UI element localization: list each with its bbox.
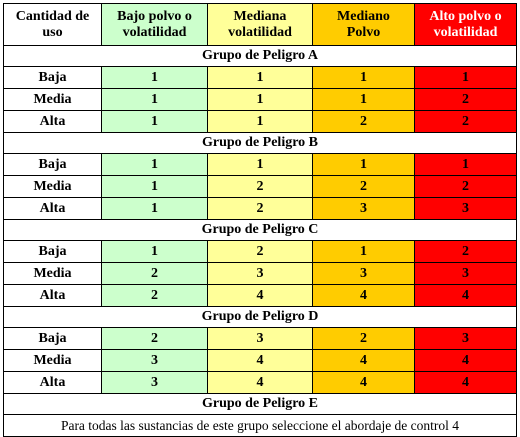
table-row: Baja 1 1 1 1: [3, 153, 517, 176]
table-row: Alta 1 2 3 3: [3, 197, 517, 220]
control-level-cell: 3: [414, 327, 517, 350]
usage-level-cell: Alta: [3, 110, 102, 133]
group-header-row-c: Grupo de Peligro C: [3, 219, 517, 241]
group-header-row-e: Grupo de Peligro E: [3, 393, 517, 415]
control-level-cell: 3: [207, 327, 313, 350]
table-row: Baja 1 2 1 2: [3, 240, 517, 263]
control-level-cell: 4: [312, 349, 415, 372]
control-level-cell: 3: [414, 262, 517, 285]
header-medium-dust: Mediano Polvo: [312, 3, 415, 46]
control-level-cell: 2: [414, 240, 517, 263]
risk-table-container: Cantidad de uso Bajo polvo o volatilidad…: [3, 3, 517, 437]
table-row: Media 2 3 3 3: [3, 262, 517, 285]
header-low-dust: Bajo polvo o volatilidad: [101, 3, 208, 46]
header-row: Cantidad de uso Bajo polvo o volatilidad…: [3, 3, 517, 46]
header-medium-volatility: Mediana volatilidad: [207, 3, 313, 46]
group-title: Grupo de Peligro E: [3, 393, 517, 415]
control-level-cell: 2: [414, 175, 517, 198]
group-e-note-row: Para todas las sustancias de este grupo …: [3, 414, 517, 437]
control-level-cell: 1: [101, 240, 208, 263]
control-level-cell: 1: [207, 110, 313, 133]
control-level-cell: 4: [414, 284, 517, 307]
control-level-cell: 3: [414, 197, 517, 220]
usage-level-cell: Baja: [3, 66, 102, 89]
usage-level-cell: Alta: [3, 371, 102, 394]
group-header-row-a: Grupo de Peligro A: [3, 45, 517, 67]
control-level-cell: 3: [207, 262, 313, 285]
control-level-cell: 2: [101, 262, 208, 285]
control-level-cell: 2: [207, 240, 313, 263]
usage-level-cell: Media: [3, 262, 102, 285]
control-level-cell: 1: [312, 66, 415, 89]
table-row: Alta 2 4 4 4: [3, 284, 517, 307]
control-level-cell: 3: [101, 371, 208, 394]
usage-level-cell: Media: [3, 88, 102, 111]
control-level-cell: 4: [207, 284, 313, 307]
control-level-cell: 1: [101, 66, 208, 89]
control-level-cell: 2: [312, 175, 415, 198]
usage-level-cell: Alta: [3, 197, 102, 220]
control-level-cell: 1: [312, 88, 415, 111]
group-title: Grupo de Peligro B: [3, 132, 517, 154]
table-row: Alta 1 1 2 2: [3, 110, 517, 133]
control-level-cell: 1: [207, 153, 313, 176]
group-header-row-d: Grupo de Peligro D: [3, 306, 517, 328]
control-level-cell: 1: [207, 88, 313, 111]
header-high-dust: Alto polvo o volatilidad: [414, 3, 517, 46]
control-level-cell: 2: [414, 88, 517, 111]
control-level-cell: 1: [312, 240, 415, 263]
control-level-cell: 3: [101, 349, 208, 372]
control-level-cell: 4: [414, 371, 517, 394]
table-row: Baja 2 3 2 3: [3, 327, 517, 350]
control-level-cell: 3: [312, 197, 415, 220]
control-level-cell: 1: [414, 153, 517, 176]
usage-level-cell: Baja: [3, 327, 102, 350]
usage-level-cell: Baja: [3, 153, 102, 176]
control-level-cell: 2: [207, 197, 313, 220]
control-level-cell: 4: [312, 284, 415, 307]
control-level-cell: 3: [312, 262, 415, 285]
table-row: Baja 1 1 1 1: [3, 66, 517, 89]
group-e-note: Para todas las sustancias de este grupo …: [3, 414, 517, 437]
group-title: Grupo de Peligro A: [3, 45, 517, 67]
control-level-cell: 1: [101, 88, 208, 111]
control-level-cell: 1: [312, 153, 415, 176]
usage-level-cell: Media: [3, 175, 102, 198]
table-row: Media 1 1 1 2: [3, 88, 517, 111]
table-row: Alta 3 4 4 4: [3, 371, 517, 394]
control-level-cell: 4: [207, 349, 313, 372]
control-level-cell: 1: [101, 153, 208, 176]
control-level-cell: 4: [414, 349, 517, 372]
usage-level-cell: Baja: [3, 240, 102, 263]
group-header-row-b: Grupo de Peligro B: [3, 132, 517, 154]
control-level-cell: 4: [207, 371, 313, 394]
control-level-cell: 2: [101, 327, 208, 350]
control-level-cell: 4: [312, 371, 415, 394]
table-row: Media 3 4 4 4: [3, 349, 517, 372]
control-level-cell: 2: [101, 284, 208, 307]
control-approach-table: Cantidad de uso Bajo polvo o volatilidad…: [3, 3, 517, 437]
control-level-cell: 2: [414, 110, 517, 133]
table-row: Media 1 2 2 2: [3, 175, 517, 198]
usage-level-cell: Alta: [3, 284, 102, 307]
control-level-cell: 1: [207, 66, 313, 89]
control-level-cell: 2: [312, 110, 415, 133]
group-title: Grupo de Peligro D: [3, 306, 517, 328]
header-usage-amount: Cantidad de uso: [3, 3, 102, 46]
control-level-cell: 2: [312, 327, 415, 350]
control-level-cell: 1: [101, 197, 208, 220]
control-level-cell: 1: [414, 66, 517, 89]
usage-level-cell: Media: [3, 349, 102, 372]
control-level-cell: 1: [101, 175, 208, 198]
control-level-cell: 1: [101, 110, 208, 133]
control-level-cell: 2: [207, 175, 313, 198]
group-title: Grupo de Peligro C: [3, 219, 517, 241]
